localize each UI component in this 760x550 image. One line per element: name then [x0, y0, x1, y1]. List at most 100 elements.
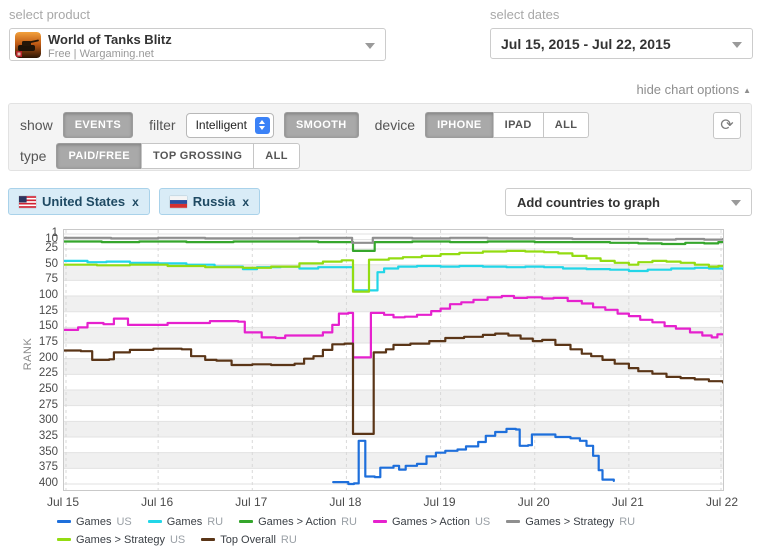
us-flag-icon [19, 195, 36, 208]
product-select[interactable]: World of Tanks Blitz Free | Wargaming.ne… [9, 28, 386, 61]
x-tick-label: Jul 19 [423, 495, 456, 509]
legend-series-name: Games > Strategy [525, 515, 615, 528]
country-tag-ru[interactable]: Russia x [158, 188, 261, 215]
product-title: World of Tanks Blitz [48, 32, 172, 47]
y-tick-label: 200 [38, 351, 58, 364]
legend-series-country: US [169, 533, 186, 546]
legend-series-country: US [474, 515, 491, 528]
add-countries-select[interactable]: Add countries to graph [505, 188, 752, 216]
country-tag-us[interactable]: United States x [8, 188, 150, 215]
series-line-games-strategy-us [64, 249, 723, 293]
x-tick-label: Jul 21 [611, 495, 644, 509]
series-line-games-strategy-ru [64, 236, 723, 244]
legend-item-top-overall-ru: Top Overall RU [201, 533, 297, 546]
device-label: device [374, 117, 416, 133]
series-line-games-action-us [64, 294, 723, 359]
legend-swatch [372, 520, 387, 523]
device-segmented-control: IPHONE IPAD ALL [425, 112, 590, 138]
x-tick-label: Jul 17 [235, 495, 268, 509]
legend-series-name: Games [166, 515, 203, 528]
legend-item-games-ru: Games RU [147, 515, 224, 528]
events-toggle-button[interactable]: EVENTS [62, 112, 134, 138]
legend-series-country: US [116, 515, 132, 528]
y-tick-label: 75 [45, 273, 58, 286]
date-range-select[interactable]: Jul 15, 2015 - Jul 22, 2015 [490, 28, 753, 59]
remove-country-icon[interactable]: x [132, 194, 139, 209]
legend-series-name: Top Overall [220, 533, 276, 546]
show-label: show [20, 117, 53, 133]
legend-item-games-strategy-ru: Games > Strategy RU [506, 515, 635, 528]
chevron-down-icon [731, 200, 741, 206]
y-tick-label: 25 [45, 242, 58, 255]
grid-band [64, 421, 723, 438]
type-option-all[interactable]: ALL [253, 143, 300, 169]
date-selector-label: select dates [490, 7, 560, 22]
grid-band [64, 296, 723, 312]
grid-band [64, 358, 723, 375]
y-tick-label: 175 [38, 336, 58, 349]
y-tick-label: 400 [38, 477, 58, 489]
x-tick-label: Jul 20 [517, 495, 550, 509]
y-tick-label: 1 [51, 227, 58, 239]
type-option-paid-free[interactable]: PAID/FREE [56, 143, 141, 169]
series-line-games-ru [64, 259, 723, 292]
product-selector-field: select product World of Tanks Blitz Free… [9, 7, 386, 61]
country-tags: United States x Russia x [8, 188, 261, 215]
legend-swatch [57, 538, 71, 541]
chart-options-panel: show EVENTS filter Intelligent SMOOTH de… [8, 103, 752, 171]
y-tick-label: 225 [38, 367, 58, 380]
y-tick-label: 300 [38, 414, 58, 427]
legend-swatch [506, 520, 521, 523]
legend-series-name: Games > Action [391, 515, 470, 528]
grid-band [64, 264, 723, 281]
date-selector-field: select dates Jul 15, 2015 - Jul 22, 2015 [490, 7, 753, 59]
device-option-ipad[interactable]: IPAD [492, 112, 543, 138]
legend-item-games-us: Games US [57, 515, 132, 528]
grid-band [64, 390, 723, 406]
remove-country-icon[interactable]: x [242, 194, 250, 209]
legend-swatch [239, 520, 254, 523]
y-tick-label: 250 [38, 383, 58, 395]
country-tag-label: Russia [192, 194, 236, 209]
hide-chart-options-label: hide chart options [636, 82, 740, 97]
y-tick-label: 10 [45, 232, 58, 245]
type-option-top-grossing[interactable]: TOP GROSSING [140, 143, 254, 169]
ru-flag-icon [169, 195, 187, 208]
grid-band [64, 327, 723, 344]
x-tick-label: Jul 15 [46, 495, 80, 509]
y-tick-label: 150 [38, 320, 58, 333]
product-selector-label: select product [9, 7, 90, 22]
x-tick-label: Jul 16 [141, 495, 174, 509]
type-label: type [20, 148, 47, 164]
chart-legend: Games US Games RU Games > Action RU Games > Ac… [57, 515, 733, 546]
legend-series-country: RU [280, 533, 297, 546]
rank-chart-plot[interactable] [63, 229, 724, 491]
legend-item-games-strategy-us: Games > Strategy US [57, 533, 185, 546]
series-line-top-overall-ru [64, 332, 723, 435]
x-tick-label: Jul 18 [329, 495, 362, 509]
legend-series-country: RU [619, 515, 636, 528]
y-tick-label: 275 [38, 398, 58, 411]
filter-select[interactable]: Intelligent [185, 112, 274, 138]
y-tick-label: 100 [38, 289, 58, 302]
legend-series-name: Games > Strategy [76, 533, 165, 546]
y-tick-label: 125 [38, 304, 58, 317]
chevron-down-icon [732, 41, 742, 48]
filter-label: filter [149, 117, 176, 133]
legend-series-country: RU [207, 515, 224, 528]
series-line-games-us [332, 427, 615, 486]
device-option-iphone[interactable]: IPHONE [425, 112, 493, 138]
refresh-button[interactable]: ⟳ [713, 112, 741, 139]
device-option-all[interactable]: ALL [542, 112, 590, 138]
y-tick-label: 375 [38, 461, 58, 474]
smooth-toggle-button[interactable]: SMOOTH [283, 112, 359, 138]
legend-swatch [201, 538, 216, 541]
grid-band [64, 452, 723, 469]
y-tick-label: 50 [45, 257, 58, 270]
y-tick-label: 350 [38, 445, 58, 458]
x-tick-label: Jul 22 [705, 495, 739, 509]
legend-series-name: Games > Action [258, 515, 337, 528]
legend-item-games-action-ru: Games > Action RU [239, 515, 357, 528]
hide-chart-options-link[interactable]: hide chart options ▲ [636, 82, 751, 97]
app-icon [15, 32, 41, 58]
